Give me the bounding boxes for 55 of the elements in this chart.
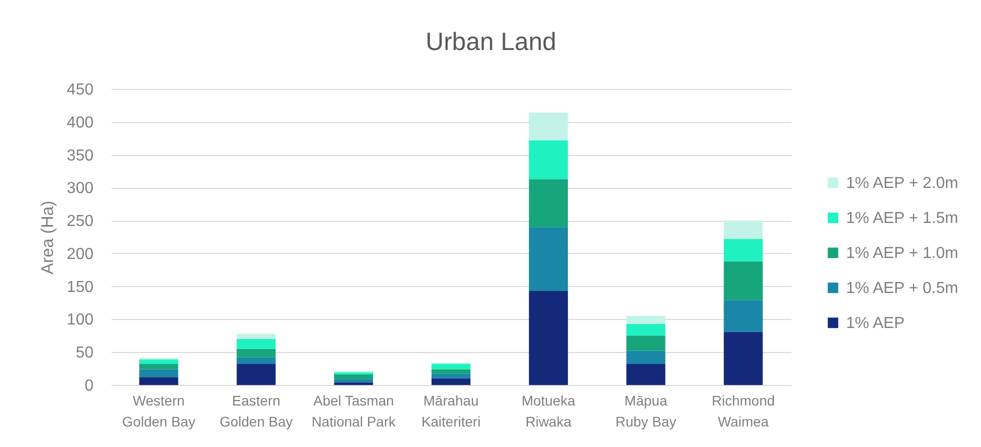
- bar: [334, 382, 374, 385]
- bar: [724, 261, 763, 300]
- legend-label: 1% AEP + 1.0m: [846, 244, 958, 262]
- bar: [236, 357, 276, 364]
- x-tick-label: Māpua Ruby Bay: [615, 392, 676, 430]
- bar: [626, 316, 666, 324]
- y-tick-label: 250: [66, 213, 94, 230]
- bar: [139, 359, 178, 364]
- bar: [236, 348, 276, 358]
- bar: [528, 112, 568, 140]
- legend-label: 1% AEP + 2.0m: [846, 174, 958, 192]
- y-tick-label: 450: [66, 82, 94, 98]
- bar: [334, 374, 374, 380]
- bar: [432, 369, 470, 374]
- bar: [139, 369, 178, 378]
- x-tick-label: Western Golden Bay: [122, 392, 196, 430]
- legend-label: 1% AEP: [846, 314, 905, 332]
- bar: [724, 300, 763, 332]
- bar: [626, 364, 666, 385]
- bar: [334, 379, 374, 382]
- bar: [528, 179, 568, 228]
- y-tick-label: 0: [84, 378, 94, 394]
- bar: [432, 374, 470, 378]
- bar: [724, 238, 763, 262]
- bar: [432, 378, 470, 385]
- x-tick-label: Richmond Waimea: [712, 392, 775, 430]
- legend-label: 1% AEP + 0.5m: [846, 280, 958, 297]
- y-tick-label: 50: [76, 344, 94, 362]
- bar: [236, 334, 276, 339]
- bar: [626, 324, 666, 336]
- bar: [528, 227, 568, 291]
- x-tick-label: Eastern Golden Bay: [220, 392, 293, 430]
- bar: [139, 364, 178, 370]
- x-tick-label: Motueka Riwaka: [522, 392, 576, 430]
- y-tick-label: 400: [66, 114, 94, 132]
- bar: [724, 220, 763, 239]
- y-tick-label: 100: [66, 312, 94, 329]
- bar: [626, 336, 666, 351]
- bar: [236, 364, 276, 385]
- bar: [724, 332, 763, 385]
- x-tick-label: Mārahau Kaiteriteri: [421, 392, 481, 430]
- bar: [139, 377, 178, 385]
- bar: [236, 338, 276, 349]
- x-tick-label: Abel Tasman National Park: [312, 392, 397, 430]
- bar: [528, 140, 568, 180]
- y-tick-label: 150: [66, 278, 94, 296]
- legend-label: 1% AEP + 1.5m: [846, 210, 958, 227]
- y-tick-label: 300: [66, 180, 94, 198]
- y-axis-title: Area (Ha): [38, 200, 57, 274]
- bar: [528, 290, 568, 385]
- y-tick-label: 200: [66, 246, 94, 263]
- y-tick-label: 350: [66, 147, 94, 164]
- bar: [626, 350, 666, 364]
- chart-title: Urban Land: [426, 28, 556, 56]
- bar: [432, 364, 470, 370]
